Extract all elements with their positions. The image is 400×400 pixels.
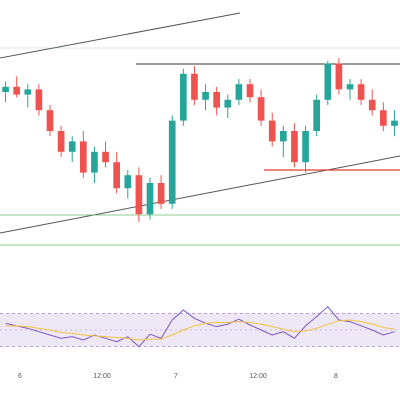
candle-body-up: [146, 183, 154, 215]
candle-body-up: [180, 73, 187, 121]
candle-body-up: [224, 99, 232, 108]
candle-body-down: [213, 92, 220, 108]
candle-body-down: [113, 162, 120, 189]
candle-body-down: [57, 131, 65, 152]
rsi-line: [5, 305, 395, 348]
candle-body-up: [91, 151, 98, 173]
candle-body-down: [268, 120, 276, 142]
candle-body-down: [380, 110, 387, 126]
candle-body-down: [246, 84, 254, 98]
candle-body-down: [102, 151, 109, 163]
candle-body-down: [368, 99, 376, 111]
candle-body-down: [335, 63, 343, 90]
candle-body-up: [346, 84, 354, 90]
candle-body-up: [24, 89, 32, 95]
candle-body-down: [191, 73, 198, 100]
upper-channel-line: [0, 12, 241, 59]
x-tick-label: 8: [334, 373, 338, 380]
x-tick-label: 6: [18, 373, 22, 380]
candle-body-up: [391, 120, 398, 126]
candle-body-up: [168, 120, 176, 204]
candle-body-up: [324, 63, 332, 100]
candle-body-down: [257, 97, 265, 121]
lower-channel-line: [0, 155, 400, 234]
x-tick-label: 12:00: [249, 373, 267, 380]
candle-body-down: [157, 183, 165, 204]
candle-body-up: [2, 86, 9, 92]
x-tick-label: 7: [174, 373, 178, 380]
x-axis: 6 12:00 7 12:00 8: [18, 373, 338, 380]
candle-body-down: [13, 86, 20, 95]
candle-body-up: [313, 99, 320, 131]
x-tick-label: 12:00: [93, 373, 111, 380]
rsi-ma-line: [5, 319, 395, 341]
candle-body-down: [35, 89, 43, 111]
candle-body-up: [124, 175, 132, 189]
candle-body-down: [135, 175, 143, 215]
candle-body-up: [280, 131, 287, 142]
candle-body-down: [46, 110, 54, 131]
candle-body-up: [302, 131, 309, 163]
candle-body-up: [202, 92, 209, 100]
candle-body-up: [68, 141, 76, 152]
rsi-pane: [0, 305, 400, 348]
price-pane: [0, 12, 400, 246]
candle-body-down: [357, 84, 365, 100]
candle-body-down: [80, 141, 87, 173]
candle-body-down: [291, 131, 298, 163]
candle-body-up: [235, 84, 243, 100]
